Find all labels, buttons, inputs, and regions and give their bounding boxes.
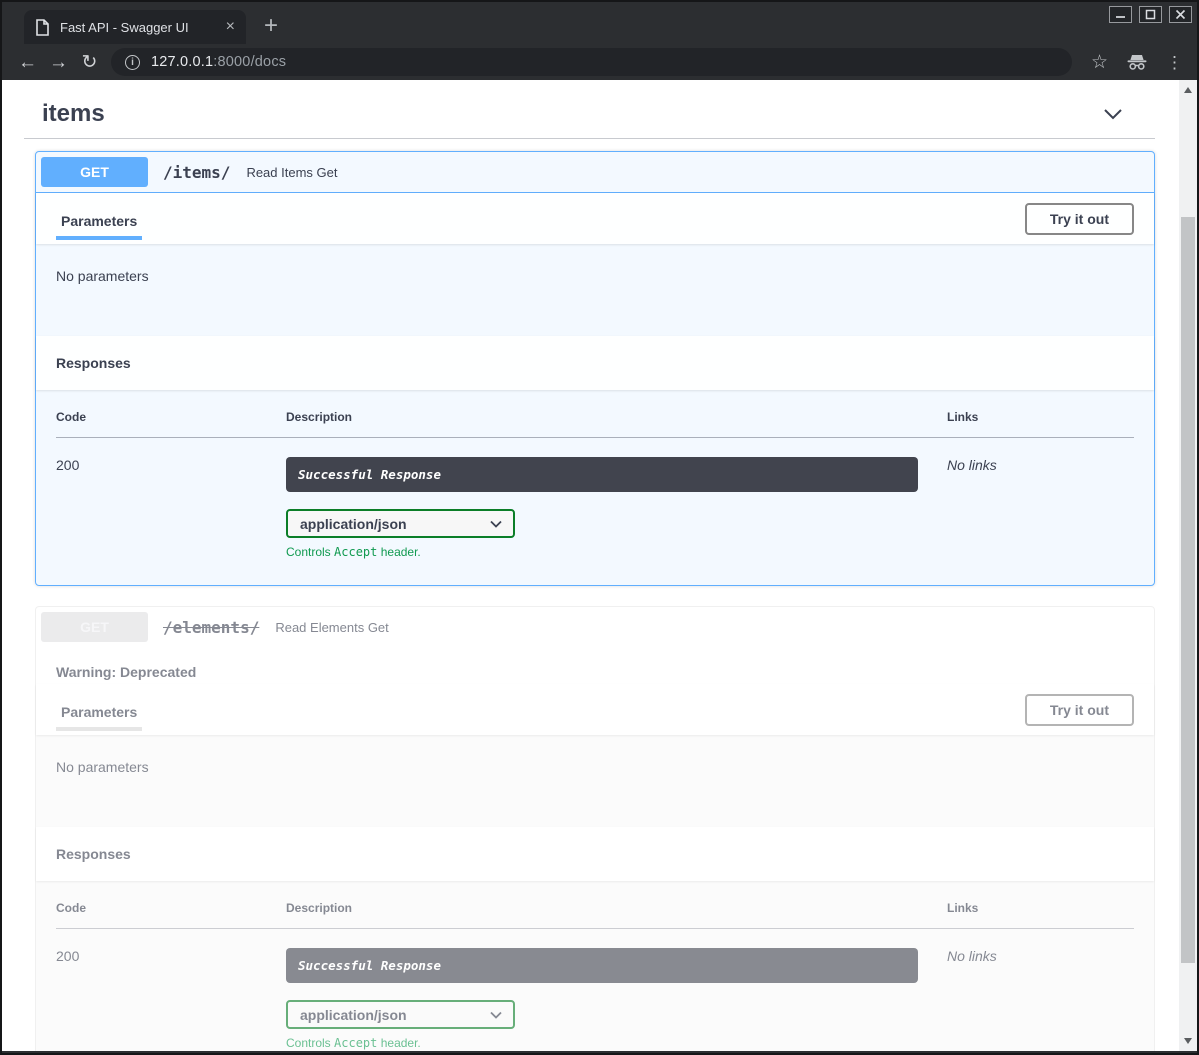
window-controls [1109, 6, 1192, 23]
back-icon[interactable]: ← [18, 51, 37, 73]
media-type-select[interactable]: application/json [286, 509, 515, 538]
responses-table: Code Description Links 200 Successful Re… [56, 410, 1134, 559]
browser-toolbar: ← → ↻ i 127.0.0.1:8000/docs ☆ ⋮ [2, 44, 1197, 80]
select-chevron-icon [490, 520, 502, 528]
response-code: 200 [56, 948, 80, 964]
responses-table: Code Description Links 200 Successful Re… [56, 901, 1134, 1050]
media-type-value: application/json [300, 1006, 407, 1023]
opblock-summary[interactable]: GET /elements/ Read Elements Get [36, 607, 1154, 648]
opblock-summary-description: Read Items Get [246, 164, 338, 180]
accept-header-note: Controls Accept header. [286, 1036, 421, 1050]
responses-section-header: Responses [36, 336, 1154, 390]
no-parameters-text: No parameters [56, 268, 149, 284]
chevron-down-icon[interactable] [1101, 102, 1125, 126]
opblock-summary-description: Read Elements Get [275, 619, 389, 635]
url-text: 127.0.0.1:8000/docs [151, 54, 286, 70]
no-parameters-text: No parameters [56, 759, 149, 775]
opblock-path: /items/ [163, 162, 231, 182]
response-links: No links [947, 948, 997, 964]
responses-body: Code Description Links 200 Successful Re… [36, 881, 1154, 1051]
tab-title: Fast API - Swagger UI [60, 19, 189, 35]
tab-close-icon[interactable]: × [225, 18, 235, 35]
scroll-up-icon[interactable] [1184, 87, 1192, 93]
menu-kebab-icon[interactable]: ⋮ [1166, 52, 1183, 72]
tab-strip: Fast API - Swagger UI × + [2, 2, 1197, 44]
info-icon[interactable]: i [125, 54, 140, 70]
response-row: 200 Successful Response application/json [56, 438, 1134, 559]
forward-icon[interactable]: → [49, 51, 68, 73]
minimize-button[interactable] [1109, 6, 1132, 23]
response-description: Successful Response [286, 457, 918, 492]
maximize-button[interactable] [1139, 6, 1162, 23]
method-badge: GET [41, 157, 148, 187]
try-it-out-button[interactable]: Try it out [1024, 693, 1134, 726]
accept-header-note: Controls Accept header. [286, 545, 421, 559]
responses-body: Code Description Links 200 Successful Re… [36, 390, 1154, 585]
page-content: items GET /items/ Read Items Get Paramet… [2, 80, 1197, 1051]
opblock-get-elements-deprecated: GET /elements/ Read Elements Get Warning… [35, 606, 1155, 1051]
tab-parameters: Parameters [56, 689, 143, 731]
column-header-description: Description [286, 410, 947, 438]
media-type-select[interactable]: application/json [286, 1000, 515, 1029]
tab-parameters: Parameters [56, 198, 143, 240]
scroll-down-icon[interactable] [1184, 1038, 1192, 1044]
swagger-ui: items GET /items/ Read Items Get Paramet… [2, 80, 1197, 1051]
close-button[interactable] [1169, 6, 1192, 23]
parameters-section-header: Parameters Try it out [36, 193, 1154, 244]
parameters-body: No parameters [36, 244, 1154, 336]
scrollbar-thumb[interactable] [1181, 217, 1195, 963]
reload-icon[interactable]: ↻ [81, 51, 98, 73]
try-it-out-button[interactable]: Try it out [1024, 202, 1134, 235]
response-description: Successful Response [286, 948, 918, 983]
column-header-links: Links [947, 410, 1134, 438]
parameters-section-header: Parameters Try it out [36, 684, 1154, 735]
method-badge: GET [41, 612, 148, 642]
responses-title: Responses [56, 846, 131, 862]
responses-title: Responses [56, 355, 131, 371]
response-links: No links [947, 457, 997, 473]
url-path: :8000/docs [213, 54, 287, 70]
media-type-value: application/json [300, 515, 407, 532]
opblock-path: /elements/ [163, 617, 260, 637]
incognito-icon [1126, 53, 1148, 71]
browser-tab[interactable]: Fast API - Swagger UI × [24, 10, 246, 44]
tag-section-header[interactable]: items [24, 90, 1155, 139]
response-code: 200 [56, 457, 80, 473]
deprecated-warning: Warning: Deprecated [56, 664, 197, 680]
column-header-code: Code [56, 410, 286, 438]
column-header-description: Description [286, 901, 947, 929]
opblock-summary[interactable]: GET /items/ Read Items Get [36, 152, 1154, 193]
vertical-scrollbar[interactable] [1179, 80, 1197, 1051]
bookmark-star-icon[interactable]: ☆ [1090, 51, 1108, 73]
opblock-get-items: GET /items/ Read Items Get Parameters Tr… [35, 151, 1155, 586]
responses-section-header: Responses [36, 827, 1154, 881]
tag-title: items [42, 100, 105, 127]
column-header-links: Links [947, 901, 1134, 929]
address-bar[interactable]: i 127.0.0.1:8000/docs [111, 48, 1072, 76]
parameters-body: No parameters [36, 735, 1154, 827]
new-tab-button[interactable]: + [264, 12, 279, 39]
select-chevron-icon [490, 1011, 502, 1019]
column-header-code: Code [56, 901, 286, 929]
url-host: 127.0.0.1 [151, 54, 214, 70]
response-row: 200 Successful Response application/json [56, 929, 1134, 1050]
document-icon [35, 18, 50, 36]
